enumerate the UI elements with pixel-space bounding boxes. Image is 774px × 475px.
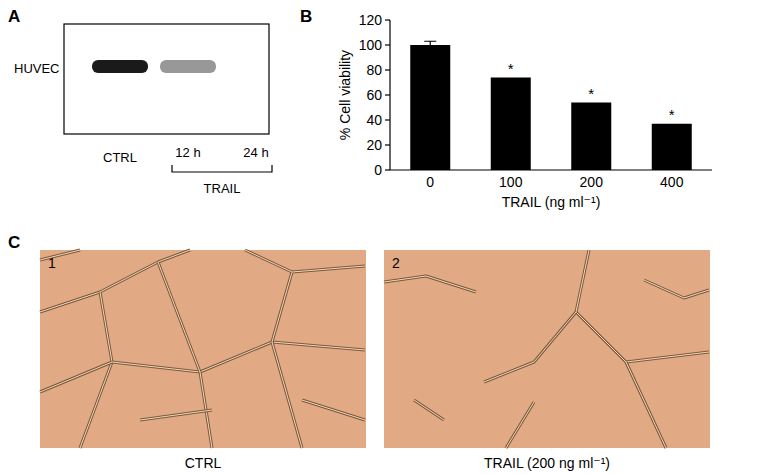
vessel-highlight — [272, 266, 365, 342]
vessel — [112, 342, 365, 372]
vessel-highlight — [40, 250, 190, 312]
lane-label: CTRL — [103, 150, 137, 165]
background — [0, 0, 774, 475]
bar — [571, 103, 611, 171]
vessel-highlight — [506, 402, 534, 448]
vessel-highlight — [158, 262, 200, 372]
vessel-highlight — [384, 276, 476, 292]
vessel-highlight — [112, 342, 365, 372]
error-bar — [424, 41, 436, 49]
blot-band — [92, 60, 148, 73]
y-tick-label: 40 — [366, 112, 382, 128]
y-tick-label: 20 — [366, 137, 382, 153]
vessel — [414, 400, 444, 420]
vessel-highlight — [644, 280, 709, 298]
vessel — [272, 266, 365, 342]
blot-frame — [64, 24, 269, 134]
bracket — [172, 165, 272, 172]
y-tick — [385, 144, 390, 145]
y-tick — [385, 44, 390, 45]
vessel — [576, 250, 709, 362]
vessel-highlight — [40, 362, 112, 392]
blot-band — [160, 60, 216, 73]
vessel-highlight — [414, 400, 444, 420]
vessel — [158, 262, 200, 372]
x-axis-label: TRAIL (ng ml⁻¹) — [502, 194, 601, 210]
vessel — [272, 342, 302, 448]
vessel — [484, 312, 576, 382]
significance-mark: * — [508, 60, 514, 77]
bar — [491, 78, 531, 171]
bar — [410, 45, 450, 170]
blot-row-label: HUVEC — [14, 61, 60, 76]
vessel-highlight — [484, 312, 576, 382]
vessel — [245, 250, 292, 272]
vessel-highlight — [140, 410, 212, 420]
x-tick-label: 200 — [580, 174, 604, 190]
image-caption: CTRL — [185, 455, 222, 471]
figure: ABCHUVECCTRL12 h24 hTRAIL***020406080100… — [0, 0, 774, 475]
x-tick-label: 0 — [426, 174, 434, 190]
image-number: 2 — [392, 255, 400, 271]
vessel-highlight — [245, 250, 292, 272]
image-caption: TRAIL (200 ng ml⁻¹) — [484, 455, 610, 471]
y-tick-label: 0 — [374, 162, 382, 178]
y-axis-label: % Cell viability — [337, 50, 353, 140]
vessel — [140, 410, 212, 420]
y-tick-label: 100 — [359, 37, 383, 53]
blot-band — [228, 60, 284, 73]
vessel-highlight — [626, 362, 666, 448]
vessel-highlight — [40, 250, 80, 260]
micrograph: 1 — [40, 250, 366, 448]
vessel — [626, 362, 666, 448]
significance-mark: * — [669, 106, 675, 123]
y-tick — [385, 169, 390, 170]
y-tick — [385, 94, 390, 95]
vessel — [644, 280, 709, 298]
panel-letter: B — [300, 7, 312, 26]
image-number: 1 — [48, 255, 56, 271]
bar — [652, 124, 692, 170]
vessel — [384, 276, 476, 292]
y-tick — [385, 19, 390, 20]
y-tick-label: 120 — [359, 12, 383, 28]
vessel — [40, 250, 80, 260]
x-axis — [390, 169, 712, 170]
x-tick-label: 400 — [660, 174, 684, 190]
y-tick — [385, 69, 390, 70]
significance-mark: * — [588, 85, 594, 102]
group-label: TRAIL — [204, 181, 241, 196]
vessel — [40, 362, 112, 392]
vessel — [302, 400, 365, 420]
panel-letter: A — [8, 7, 20, 26]
lane-label: 12 h — [175, 145, 200, 160]
micrograph-bg — [40, 250, 366, 448]
panel-letter: C — [8, 233, 20, 252]
vessel — [506, 402, 534, 448]
vessel — [40, 250, 190, 312]
y-tick-label: 80 — [366, 62, 382, 78]
y-tick — [385, 119, 390, 120]
vessel-highlight — [272, 342, 302, 448]
micrograph-bg — [384, 250, 710, 448]
bar-chart: * * * 0 20 40 60 80 100 120 0 100 200 400 TRAIL (ng ml… — [337, 12, 712, 210]
plot-area — [410, 41, 692, 170]
y-tick-label: 60 — [366, 87, 382, 103]
micrograph: 2 — [384, 250, 710, 448]
vessel-highlight — [302, 400, 365, 420]
x-tick-label: 100 — [499, 174, 523, 190]
lane-label: 24 h — [243, 145, 268, 160]
vessel-highlight — [576, 250, 709, 362]
